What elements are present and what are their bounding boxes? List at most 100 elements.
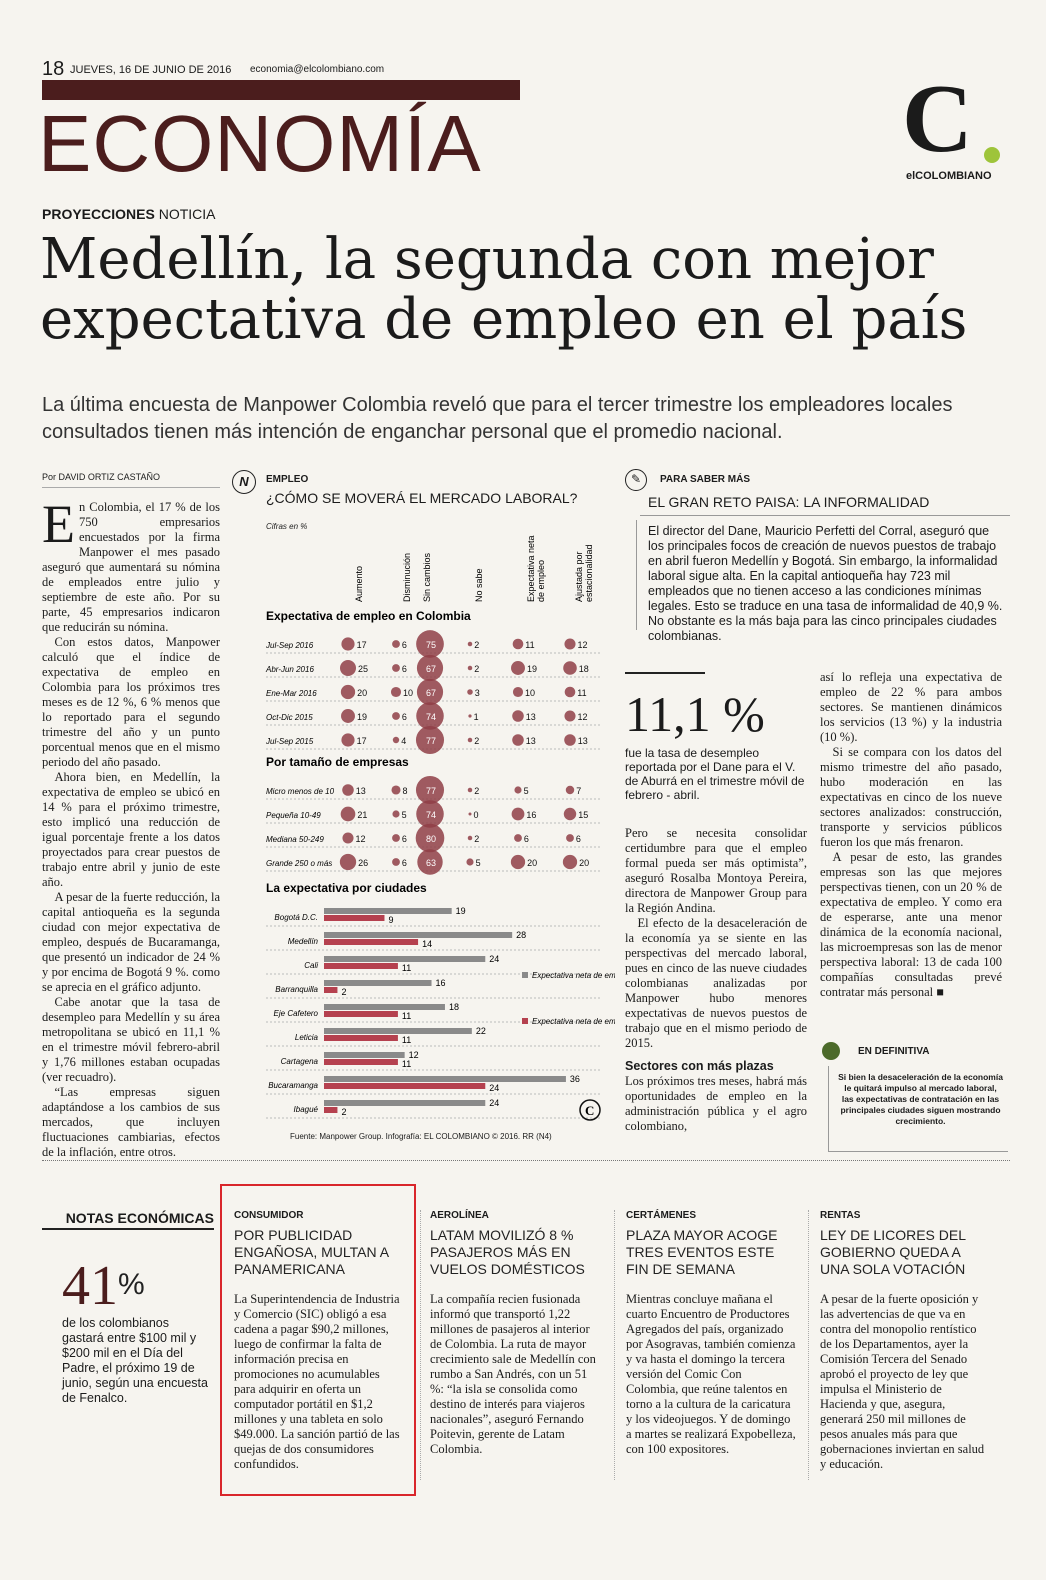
city-label: Medellín [288,937,319,946]
highlight-box [220,1184,416,1496]
sidebar-text: El director del Dane, Mauricio Perfetti … [648,524,1003,643]
value-label: 74 [426,810,436,820]
big-stat: 11,1 % [625,686,765,742]
news-brief: CONSUMIDOR POR PUBLICIDAD ENGAÑOSA, MULT… [234,1210,404,1472]
value-label: 67 [426,664,436,674]
value-bubble [566,834,574,842]
bar-3t [324,1107,338,1113]
value-label: 63 [426,858,436,868]
column-divider [808,1210,809,1480]
section-email[interactable]: economia@elcolombiano.com [250,64,385,75]
row-label: Grande 250 o más [266,859,332,868]
bar-3t [324,1059,398,1065]
value-bubble [416,800,444,828]
value-label: 7 [576,786,581,796]
kicker-bold: PROYECCIONES [42,206,155,222]
definitiva-box [828,1066,1008,1152]
bar-value: 19 [456,906,466,916]
value-bubble [339,853,357,871]
column-header: Aumento [354,566,364,602]
column-header-line: estacionalidad [584,544,594,602]
column-header: No sabe [474,568,484,602]
kicker: PROYECCIONES NOTICIA [42,206,215,222]
column-header: Ajustada porestacionalidad [574,544,594,602]
bar-2t [324,932,513,938]
brief-category: RENTAS [820,1210,861,1221]
value-label: 20 [579,858,589,868]
row-label: Pequeña 10-49 [266,811,321,820]
brief-category: AEROLÍNEA [430,1210,489,1221]
divider [625,672,705,674]
bar-value: 9 [388,915,393,925]
bar-value: 11 [402,1011,411,1021]
brief-title[interactable]: POR PUBLICIDAD ENGAÑOSA, MULTAN A PANAME… [234,1227,389,1277]
city-label: Eje Cafetero [274,1009,319,1018]
sidebar-label: PARA SABER MÁS [660,474,751,485]
column-header-line: Ajustada por [574,551,584,602]
paragraph: Cabe anotar que la tasa de desempleo par… [42,995,220,1084]
bar-value: 16 [436,978,446,988]
bar-value: 22 [476,1026,486,1036]
infographic-source: Fuente: Manpower Group. Infografía: EL C… [290,1132,552,1141]
value-label: 2 [474,786,479,796]
column-divider [420,1210,421,1480]
value-bubble [563,807,577,821]
notas-big-number: 41% [62,1258,145,1314]
paragraph: A pesar de esto, las grandes empresas so… [820,850,1002,999]
value-label: 13 [526,736,536,746]
row-label: Jul-Sep 2015 [265,737,314,746]
value-label: 0 [474,810,479,820]
value-bubble [467,835,473,841]
value-label: 6 [402,712,407,722]
logo-letter: C [902,65,973,173]
value-bubble [340,660,356,676]
bar-2t [324,980,432,986]
brief-category: CERTÁMENES [626,1210,697,1221]
bar-3t [324,915,385,921]
bar-value: 11 [402,963,411,973]
notas-header: NOTAS ECONÓMICAS [42,1210,214,1230]
bar-value: 36 [570,1074,580,1084]
city-label: Leticia [295,1033,319,1042]
value-bubble [391,785,401,795]
dateline: JUEVES, 16 DE JUNIO DE 2016 [70,64,232,76]
value-bubble [512,686,524,698]
definitiva-icon [822,1042,840,1060]
value-bubble [564,638,576,650]
brief-title[interactable]: LATAM MOVILIZÓ 8 % PASAJEROS MÁS EN VUEL… [430,1227,585,1277]
value-label: 20 [527,858,537,868]
value-bubble [342,832,354,844]
value-label: 6 [402,834,407,844]
section-title: ECONOMÍA [38,99,482,188]
legend-swatch-2t [522,972,528,978]
value-bubble [512,734,524,746]
value-label: 2 [474,736,479,746]
kicker-rest: NOTICIA [154,206,216,222]
sidebar-title: EL GRAN RETO PAISA: LA INFORMALIDAD [648,494,930,510]
value-bubble [392,810,400,818]
big-number: 41 [62,1255,118,1317]
big-number-unit: % [118,1268,145,1301]
value-label: 77 [426,786,436,796]
value-label: 5 [476,858,481,868]
value-label: 20 [357,688,367,698]
bar-value: 12 [409,1050,419,1060]
brief-title[interactable]: PLAZA MAYOR ACOGE TRES EVENTOS ESTE FIN … [626,1227,778,1277]
brief-text: A pesar de la fuerte oposición y las adv… [820,1292,985,1471]
value-bubble [512,638,524,650]
bar-value: 18 [449,1002,459,1012]
value-label: 2 [474,664,479,674]
brief-title[interactable]: LEY DE LICORES DEL GOBIERNO QUEDA A UNA … [820,1227,966,1277]
body-column-3: así lo refleja una expectativa de empleo… [820,670,1002,1000]
value-label: 19 [527,664,537,674]
city-label: Bogotá D.C. [274,913,318,922]
value-bubble [392,640,400,648]
headline: Medellín, la segunda con mejor expectati… [40,227,968,352]
column-header: Expectativa netade empleo [526,535,546,602]
news-brief: RENTAS LEY DE LICORES DEL GOBIERNO QUEDA… [820,1210,990,1472]
value-label: 13 [578,736,588,746]
city-label: Bucaramanga [268,1081,318,1090]
column-header-line: Expectativa neta [526,535,536,602]
value-label: 25 [358,664,368,674]
value-bubble [392,736,400,744]
